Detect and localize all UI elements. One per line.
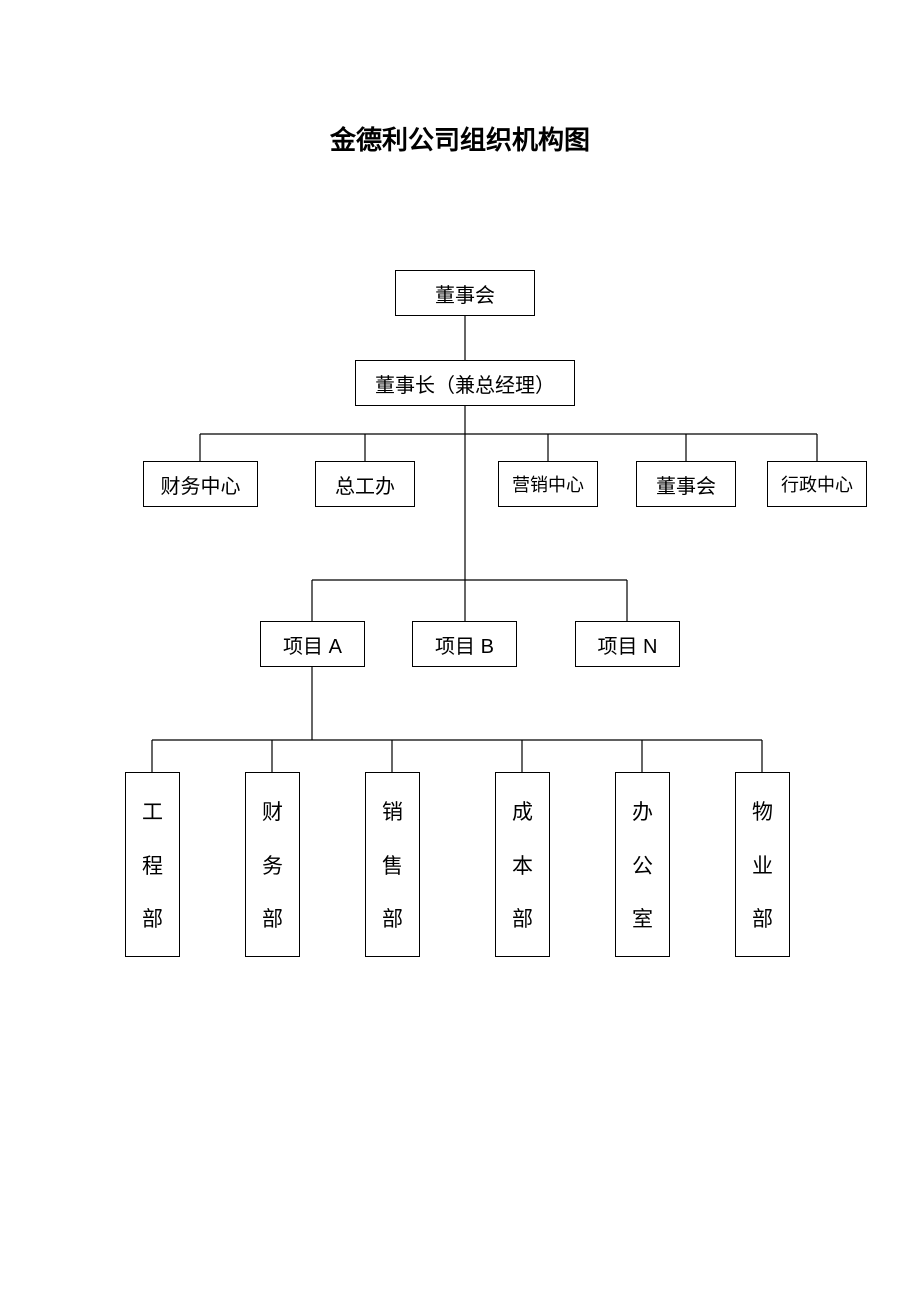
node-project-b: 项目 B bbox=[412, 621, 517, 667]
node-finance-dept: 财 务 部 bbox=[245, 772, 300, 957]
chart-title: 金德利公司组织机构图 bbox=[0, 120, 920, 157]
node-engineering-dept: 工 程 部 bbox=[125, 772, 180, 957]
char: 部 bbox=[142, 903, 163, 933]
char: 部 bbox=[262, 903, 283, 933]
char: 办 bbox=[632, 796, 653, 826]
char: 务 bbox=[262, 850, 283, 880]
node-label: 董事长（兼总经理） bbox=[375, 369, 555, 398]
char: 公 bbox=[632, 850, 653, 880]
char: 财 bbox=[262, 796, 283, 826]
node-project-n: 项目 N bbox=[575, 621, 680, 667]
char: 售 bbox=[382, 850, 403, 880]
node-label: 董事会 bbox=[435, 279, 495, 308]
node-label: 项目 B bbox=[435, 630, 494, 659]
char: 业 bbox=[752, 850, 773, 880]
node-board: 董事会 bbox=[395, 270, 535, 316]
char: 本 bbox=[512, 850, 533, 880]
node-admin-center: 行政中心 bbox=[767, 461, 867, 507]
node-label: 项目 N bbox=[598, 630, 658, 659]
node-sales-dept: 销 售 部 bbox=[365, 772, 420, 957]
node-cost-dept: 成 本 部 bbox=[495, 772, 550, 957]
node-property-dept: 物 业 部 bbox=[735, 772, 790, 957]
char: 工 bbox=[142, 796, 163, 826]
char: 部 bbox=[512, 903, 533, 933]
char: 销 bbox=[382, 796, 403, 826]
node-label: 营销中心 bbox=[512, 471, 584, 497]
node-label: 行政中心 bbox=[781, 471, 853, 497]
node-marketing-center: 营销中心 bbox=[498, 461, 598, 507]
node-chief-engineer: 总工办 bbox=[315, 461, 415, 507]
char: 物 bbox=[752, 796, 773, 826]
char: 程 bbox=[142, 850, 163, 880]
node-chairman: 董事长（兼总经理） bbox=[355, 360, 575, 406]
node-label: 董事会 bbox=[656, 470, 716, 499]
char: 部 bbox=[752, 903, 773, 933]
org-chart-page: 金德利公司组织机构图 董事会 董事长（兼总经理） 财务中心 总工办 营销中心 董… bbox=[0, 0, 920, 1302]
node-board-2: 董事会 bbox=[636, 461, 736, 507]
char: 室 bbox=[632, 903, 653, 933]
node-label: 财务中心 bbox=[161, 470, 241, 499]
char: 成 bbox=[512, 796, 533, 826]
node-finance-center: 财务中心 bbox=[143, 461, 258, 507]
char: 部 bbox=[382, 903, 403, 933]
node-project-a: 项目 A bbox=[260, 621, 365, 667]
node-office: 办 公 室 bbox=[615, 772, 670, 957]
node-label: 总工办 bbox=[335, 470, 395, 499]
node-label: 项目 A bbox=[283, 630, 342, 659]
